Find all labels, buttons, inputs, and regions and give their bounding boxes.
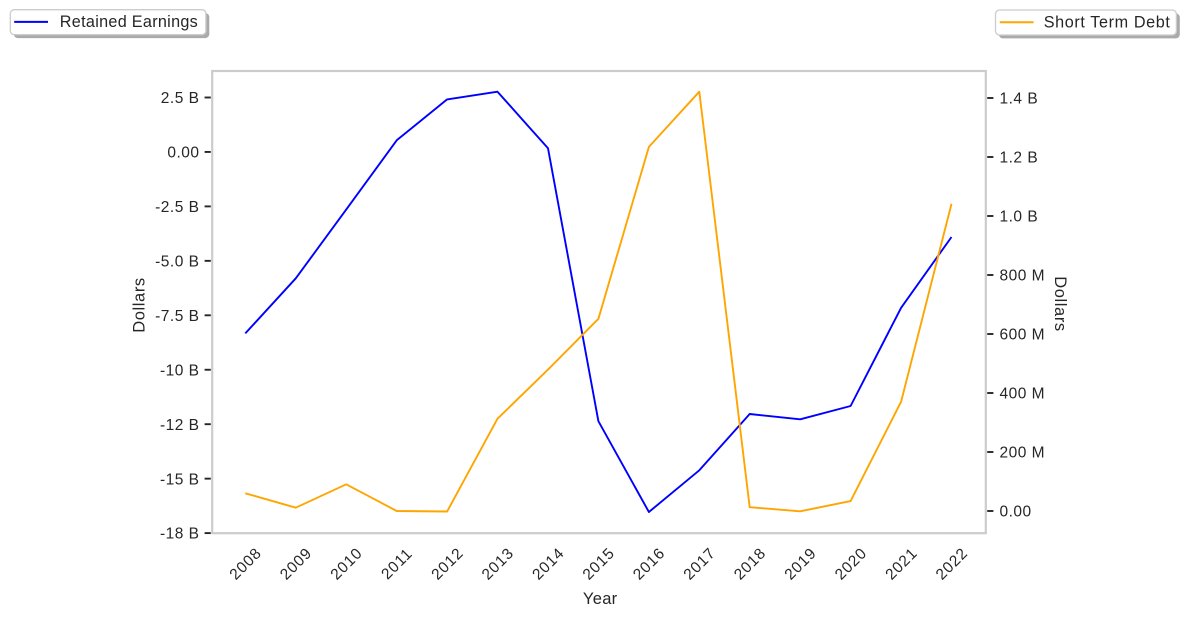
svg-text:2011: 2011	[378, 545, 416, 583]
svg-text:2016: 2016	[630, 545, 669, 584]
svg-text:2009: 2009	[277, 545, 316, 584]
svg-text:2018: 2018	[731, 545, 770, 584]
svg-text:600 M: 600 M	[1000, 327, 1046, 344]
svg-text:1.4 B: 1.4 B	[1000, 91, 1039, 108]
svg-text:0.00: 0.00	[1000, 504, 1032, 521]
svg-text:Short Term Debt: Short Term Debt	[1044, 14, 1171, 32]
svg-text:2008: 2008	[227, 545, 266, 584]
svg-text:2020: 2020	[832, 545, 871, 584]
svg-text:-15 B: -15 B	[160, 471, 200, 488]
svg-text:2013: 2013	[479, 545, 518, 584]
svg-text:2021: 2021	[882, 545, 921, 584]
svg-text:2022: 2022	[933, 545, 972, 584]
svg-text:2014: 2014	[529, 545, 568, 584]
svg-text:Retained Earnings: Retained Earnings	[60, 13, 198, 31]
svg-text:800 M: 800 M	[1000, 268, 1046, 285]
svg-text:-7.5 B: -7.5 B	[155, 308, 199, 325]
svg-text:400 M: 400 M	[1000, 386, 1046, 403]
svg-text:Year: Year	[583, 590, 618, 608]
svg-text:-2.5 B: -2.5 B	[155, 199, 199, 216]
svg-text:1.0 B: 1.0 B	[1000, 209, 1039, 226]
svg-text:-10 B: -10 B	[160, 362, 200, 379]
svg-text:1.2 B: 1.2 B	[1000, 150, 1039, 167]
svg-text:2010: 2010	[328, 545, 367, 584]
svg-text:-12 B: -12 B	[160, 417, 200, 434]
svg-text:2.5 B: 2.5 B	[161, 90, 200, 107]
svg-text:2012: 2012	[428, 545, 467, 584]
svg-text:2019: 2019	[782, 545, 821, 584]
svg-text:Dollars: Dollars	[1051, 276, 1069, 332]
svg-text:-5.0 B: -5.0 B	[155, 253, 199, 270]
svg-text:200 M: 200 M	[1000, 445, 1046, 462]
svg-text:2015: 2015	[580, 545, 619, 584]
svg-text:0.00: 0.00	[167, 145, 199, 162]
svg-text:-18 B: -18 B	[160, 526, 200, 543]
svg-text:Dollars: Dollars	[130, 277, 148, 333]
svg-text:2017: 2017	[681, 545, 720, 584]
